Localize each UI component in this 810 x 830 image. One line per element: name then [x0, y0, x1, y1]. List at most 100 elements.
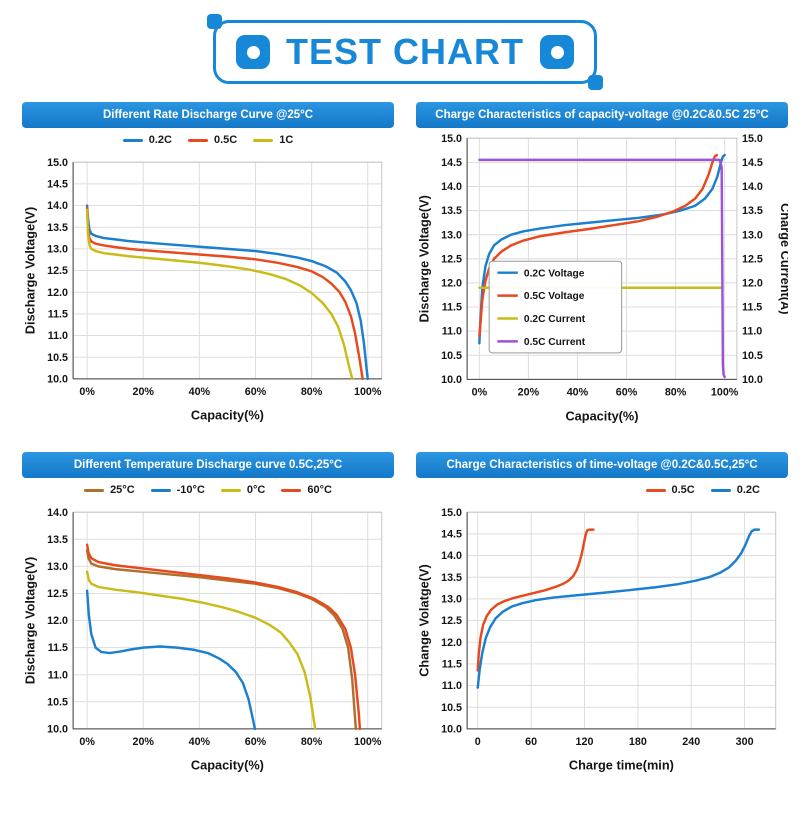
svg-text:10.5: 10.5 [742, 350, 763, 362]
svg-text:Discharge Voltage(V): Discharge Voltage(V) [416, 195, 431, 322]
svg-text:0%: 0% [79, 737, 95, 749]
svg-text:11.5: 11.5 [48, 643, 68, 655]
dot-decoration-left [236, 35, 270, 69]
svg-text:14.0: 14.0 [441, 551, 462, 563]
svg-text:0.2C Current: 0.2C Current [524, 314, 586, 325]
svg-text:Capacity(%): Capacity(%) [191, 408, 264, 423]
svg-text:11.0: 11.0 [48, 330, 68, 342]
dot-decoration-right [540, 35, 574, 69]
inside-legend: 0.2C Voltage 0.5C Voltage 0.2C Current 0.5C… [488, 260, 623, 354]
legend-item: 0.2C [710, 484, 760, 497]
svg-text:13.0: 13.0 [441, 229, 462, 241]
svg-text:100%: 100% [711, 387, 739, 399]
svg-text:10.5: 10.5 [441, 702, 462, 714]
panel-title: Charge Characteristics of time-voltage @… [416, 452, 788, 479]
svg-text:60%: 60% [245, 737, 267, 749]
title-pill: TEST CHART [207, 14, 603, 90]
chart-svg: 0% 20% 40% 60% 80% 100%10.010.511.011.512.012… [416, 133, 788, 423]
svg-text:12.5: 12.5 [742, 253, 763, 265]
panel-charge-time-voltage: Charge Characteristics of time-voltage @… [414, 452, 790, 777]
legend-item: 0.5C [187, 134, 238, 146]
svg-text:300: 300 [736, 737, 754, 749]
svg-text:14.0: 14.0 [742, 181, 763, 193]
legend-item: 0°C [220, 484, 265, 496]
svg-text:60%: 60% [245, 386, 267, 398]
chart-svg: 0% 20% 40% 60% 80% 100%10.010.511.011.512.012… [22, 157, 383, 423]
legend-swatch [645, 488, 666, 492]
legend-item: 60°C [281, 484, 332, 496]
series-line-0-5c [85, 206, 364, 381]
svg-text:100%: 100% [354, 386, 382, 398]
svg-text:11.0: 11.0 [742, 326, 762, 338]
svg-text:13.5: 13.5 [441, 572, 462, 584]
svg-text:11.5: 11.5 [442, 659, 462, 671]
svg-text:14.5: 14.5 [441, 157, 462, 169]
svg-text:0.5C Voltage: 0.5C Voltage [524, 291, 585, 302]
chart-legend: 0.5C 0.2C [416, 478, 788, 502]
svg-text:120: 120 [576, 737, 594, 749]
legend-label: 0.2C [736, 484, 760, 497]
svg-text:13.0: 13.0 [47, 243, 68, 255]
line-chart-temperature-discharge: 0% 20% 40% 60% 80% 100% 10.0 10.5 11.0 11.5 12.0 12… [22, 502, 394, 776]
svg-text:Discharge Voltage(V): Discharge Voltage(V) [22, 557, 37, 684]
svg-text:40%: 40% [189, 737, 211, 749]
svg-text:13.5: 13.5 [47, 222, 68, 234]
svg-text:12.5: 12.5 [47, 588, 68, 600]
svg-text:10.0: 10.0 [441, 724, 462, 736]
svg-text:Change Volatge(V): Change Volatge(V) [416, 565, 431, 678]
white-dot-icon [246, 45, 260, 59]
svg-text:100%: 100% [354, 737, 382, 749]
svg-text:12.5: 12.5 [47, 265, 68, 277]
svg-text:10.0: 10.0 [47, 373, 68, 385]
svg-text:11.5: 11.5 [48, 308, 68, 320]
legend-label: 60°C [307, 484, 332, 497]
svg-text:0: 0 [475, 737, 481, 749]
svg-text:0.2C Voltage: 0.2C Voltage [524, 268, 585, 279]
svg-text:0.5C Current: 0.5C Current [524, 337, 586, 348]
series-line-0-5c-current [478, 158, 726, 379]
panel-title: Charge Characteristics of capacity-volta… [416, 102, 788, 128]
page-title: TEST CHART [286, 31, 524, 72]
charts-grid: Different Rate Discharge Curve @25°C 0.2… [0, 102, 810, 777]
page: TEST CHART Different Rate Discharge Curv… [0, 14, 810, 777]
svg-text:12.5: 12.5 [441, 616, 462, 628]
white-dot-icon [550, 45, 564, 59]
corner-decoration-top-left [207, 14, 222, 29]
legend-label: 1C [279, 134, 294, 146]
svg-text:Discharge Voltage(V): Discharge Voltage(V) [22, 207, 37, 334]
svg-text:13.0: 13.0 [47, 561, 68, 573]
series-line-0-2c [85, 204, 369, 381]
svg-text:12.0: 12.0 [441, 278, 462, 290]
legend-swatch [710, 488, 731, 492]
legend-label: 0.5C [213, 134, 238, 146]
panel-title: Different Rate Discharge Curve @25°C [22, 102, 394, 128]
legend-swatch [150, 488, 171, 492]
svg-text:0%: 0% [472, 387, 488, 399]
legend-item: 0.5C [645, 484, 695, 496]
svg-text:10.0: 10.0 [742, 374, 763, 386]
svg-text:60: 60 [525, 737, 537, 749]
panel-charge-capacity-voltage: Charge Characteristics of capacity-volta… [414, 102, 790, 427]
series-line-0-5c [476, 528, 595, 673]
svg-text:14.5: 14.5 [47, 178, 68, 190]
svg-text:Charge Current(A): Charge Current(A) [778, 203, 788, 314]
legend-label: 25°C [110, 484, 135, 497]
svg-text:Capacity(%): Capacity(%) [565, 408, 638, 423]
svg-text:12.5: 12.5 [441, 253, 462, 265]
svg-text:12.0: 12.0 [742, 278, 763, 290]
svg-text:14.5: 14.5 [441, 529, 462, 541]
svg-text:11.0: 11.0 [442, 326, 462, 338]
svg-text:15.0: 15.0 [441, 133, 462, 145]
series-line-0-5c-voltage [478, 153, 718, 338]
line-chart-rate-discharge: 0% 20% 40% 60% 80% 100% 10.0 10.5 11.0 11.5 12.0 12… [22, 152, 394, 426]
svg-text:Capacity(%): Capacity(%) [191, 758, 264, 773]
page-header: TEST CHART [0, 14, 810, 90]
panel-title: Different Temperature Discharge curve 0.… [22, 452, 394, 479]
chart-legend: 25°C -10°C 0°C 60°C [22, 478, 394, 502]
series-line-60-c [85, 543, 362, 731]
svg-text:15.0: 15.0 [441, 507, 462, 519]
svg-text:40%: 40% [567, 387, 589, 399]
legend-label: 0.2C [148, 134, 172, 146]
series-line-0-2c [476, 528, 761, 690]
series-line-0-c [85, 570, 317, 731]
